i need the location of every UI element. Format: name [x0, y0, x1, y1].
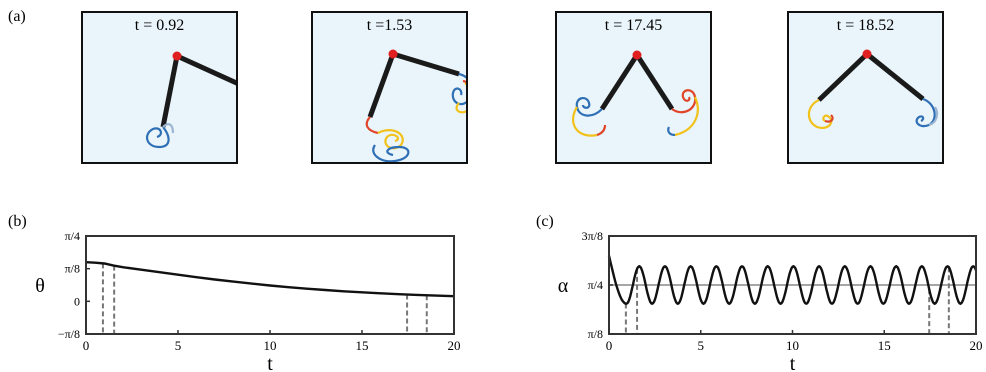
snapshot-1-drawing	[145, 51, 236, 149]
x-tick-label: 0	[606, 338, 613, 353]
pendulum-arm-left	[817, 52, 869, 102]
vortex-left	[145, 123, 175, 149]
y-axis-label: θ	[35, 275, 45, 297]
x-tick-label: 20	[970, 338, 983, 353]
snapshot-time-label: t = 0.92	[134, 17, 185, 34]
panel-label-a: (a)	[8, 8, 26, 25]
vortex-lower	[365, 116, 410, 162]
y-tick-label: π/8	[65, 262, 80, 276]
snapshot-time-label: t = 18.52	[836, 17, 895, 34]
x-tick-label: 10	[264, 338, 277, 353]
pivot	[632, 50, 642, 60]
snapshot-time-label: t = 17.45	[604, 17, 663, 34]
snapshot-4: t = 18.52	[787, 11, 944, 164]
y-axis-label: α	[558, 275, 569, 297]
data-series-line	[85, 261, 455, 298]
x-tick-label: 5	[698, 338, 705, 353]
pendulum-arm-right	[865, 52, 925, 101]
pendulum-arm-left	[599, 53, 640, 111]
y-tick-label: π/8	[588, 327, 603, 341]
vortex-right	[667, 89, 699, 137]
pendulum-arm-right	[175, 53, 236, 86]
snapshot-2: t =1.53	[311, 11, 468, 164]
x-tick-label: 5	[175, 338, 182, 353]
snapshot-time-label: t =1.53	[366, 17, 413, 34]
pendulum-arm-left	[160, 55, 180, 128]
panel-label-c: (c)	[536, 213, 554, 230]
data-series-line	[607, 255, 978, 306]
vortex-right	[915, 97, 939, 128]
pivot	[388, 49, 398, 59]
snapshot-3: t = 17.45	[555, 11, 712, 164]
x-tick-label: 15	[356, 338, 369, 353]
panel-label-b: (b)	[8, 213, 27, 230]
chart-alpha: 0 5 10 15 20 π/8 π/4 3π/8 t α	[558, 229, 983, 372]
vortex-left	[572, 97, 607, 137]
chart-theta: 0 5 10 15 20−π/80π/8π/4tθ	[35, 229, 460, 372]
pivot	[862, 49, 872, 59]
snapshot-1: t = 0.92	[81, 11, 238, 164]
vortex-right	[451, 72, 466, 114]
x-tick-label: 0	[83, 338, 90, 353]
snapshot-4-drawing	[807, 49, 939, 129]
snapshot-3-drawing	[572, 50, 699, 137]
pendulum-arm-right	[634, 53, 675, 111]
pendulum-arm-left	[367, 53, 396, 118]
x-tick-label: 10	[786, 338, 799, 353]
x-axis-label: t	[267, 353, 273, 372]
x-tick-label: 20	[448, 338, 461, 353]
y-tick-label: 3π/8	[582, 229, 603, 243]
y-tick-label: π/4	[588, 278, 603, 292]
pivot	[172, 51, 182, 61]
y-tick-label: 0	[74, 294, 80, 308]
x-axis-label: t	[790, 353, 796, 372]
pendulum-arm-right	[392, 51, 460, 77]
y-tick-label: π/4	[65, 229, 80, 243]
vortex-left	[807, 98, 834, 129]
x-tick-label: 15	[878, 338, 891, 353]
snapshot-2-drawing	[365, 49, 466, 162]
y-tick-label: −π/8	[58, 327, 80, 341]
